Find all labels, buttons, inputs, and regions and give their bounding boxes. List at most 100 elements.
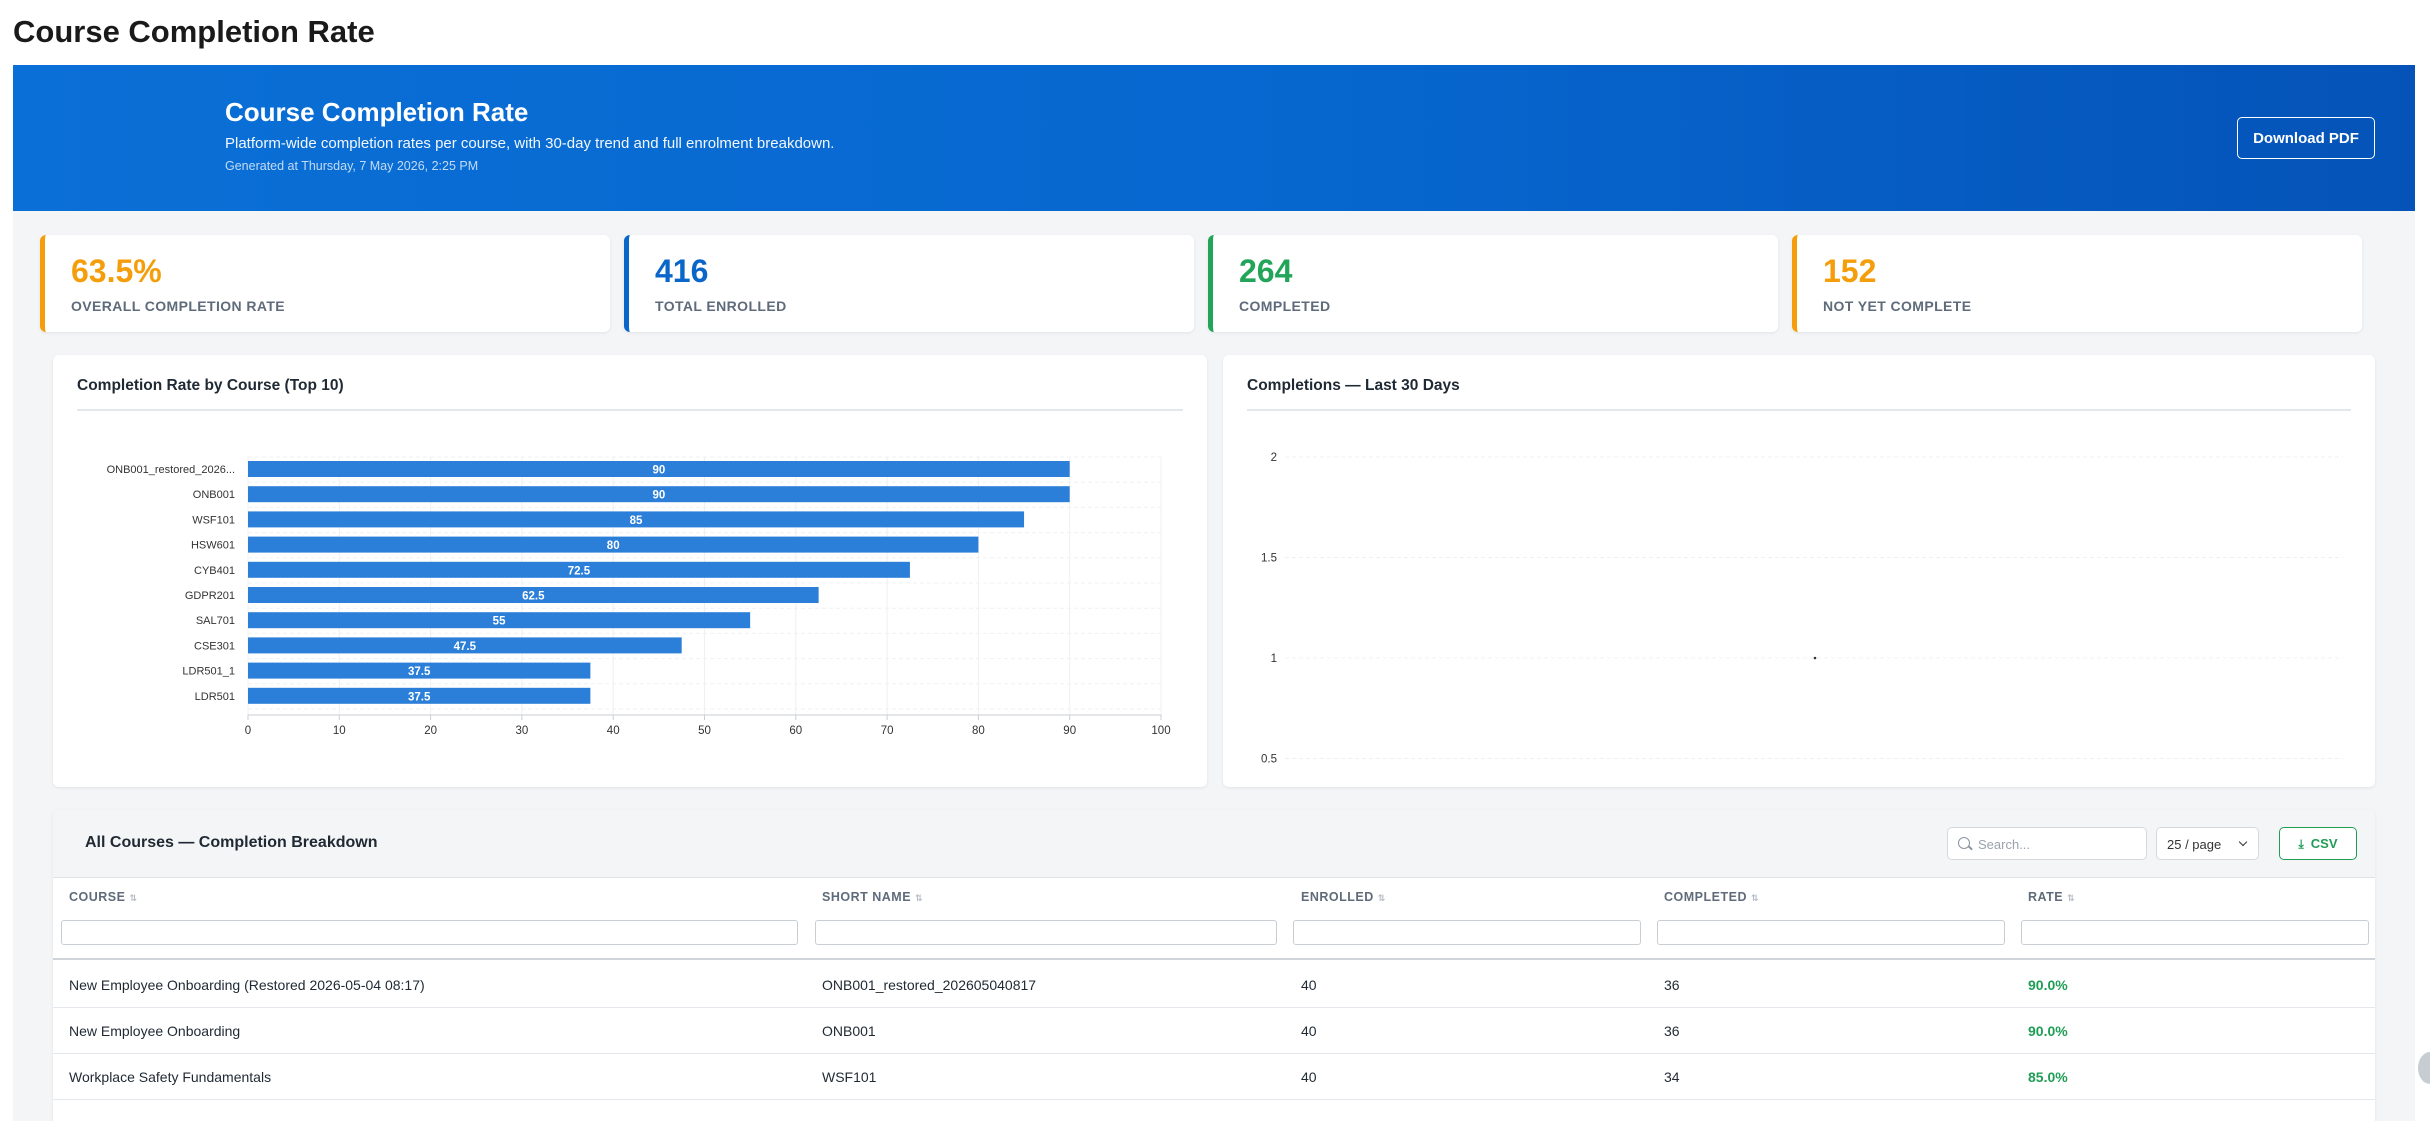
- category-label: ONB001: [193, 489, 235, 501]
- bar: [248, 561, 910, 578]
- data-point: [1813, 656, 1817, 660]
- line-chart: 00.511.5206 Apr07 Apr08 Apr09 Apr: [1261, 452, 2343, 766]
- col-head-completed[interactable]: COMPLETED ⇅: [1664, 890, 1760, 904]
- col-head-short-name[interactable]: SHORT NAME ⇅: [822, 890, 924, 904]
- banner-subtitle: Platform-wide completion rates per cours…: [225, 135, 835, 152]
- data-label: 90: [652, 490, 665, 502]
- per-page-value: 25 / page: [2167, 837, 2222, 852]
- generated-timestamp: Generated at Thursday, 7 May 2026, 2:25 …: [225, 159, 479, 173]
- bar: [248, 637, 682, 654]
- bar-chart-panel: Completion Rate by Course (Top 10) ONB00…: [53, 355, 1207, 787]
- data-label: 72.5: [568, 565, 591, 577]
- x-tick-label: 0: [245, 725, 251, 737]
- data-label: 85: [630, 515, 643, 527]
- line-chart-panel: Completions — Last 30 Days 00.511.5206 A…: [1223, 355, 2375, 787]
- banner-title: Course Completion Rate: [225, 97, 529, 127]
- category-label: ONB001_restored_2026...: [107, 464, 235, 476]
- cell-completed: 34: [1664, 1069, 1680, 1085]
- bar: [248, 536, 979, 553]
- filter-completed-input[interactable]: [1657, 920, 2005, 945]
- category-label: LDR501: [195, 691, 235, 703]
- x-tick-label: 30: [516, 725, 529, 737]
- cell-rate: 85.0%: [2028, 1069, 2068, 1085]
- download-pdf-button[interactable]: Download PDF: [2237, 117, 2375, 159]
- col-head-rate[interactable]: RATE ⇅: [2028, 890, 2076, 904]
- search-input[interactable]: [1978, 835, 2138, 853]
- cell-course: New Employee Onboarding (Restored 2026-0…: [69, 977, 425, 993]
- data-label: 37.5: [408, 666, 431, 678]
- x-tick-label: 50: [698, 725, 711, 737]
- table-row[interactable]: Workplace Safety Fundamentals WSF101 40 …: [53, 1054, 2375, 1100]
- stat-value: 152: [1823, 253, 1877, 289]
- csv-label: CSV: [2310, 835, 2338, 851]
- x-tick-label: 40: [607, 725, 620, 737]
- cell-course: New Employee Onboarding: [69, 1023, 241, 1039]
- data-label: 55: [493, 616, 506, 628]
- category-label: CSE301: [194, 640, 235, 652]
- stat-card-total-enrolled: 416 TOTAL ENROLLED: [624, 235, 1194, 332]
- bar: [248, 687, 591, 704]
- stat-value: 264: [1239, 253, 1293, 289]
- bar: [248, 587, 819, 603]
- category-label: SAL701: [196, 615, 235, 627]
- cell-enrolled: 40: [1301, 1023, 1317, 1039]
- x-tick-label: 10: [333, 725, 346, 737]
- cell-completed: 36: [1664, 977, 1680, 993]
- data-label: 47.5: [454, 641, 477, 653]
- cell-short-name: WSF101: [822, 1069, 877, 1085]
- bar: [248, 486, 1070, 503]
- col-head-course[interactable]: COURSE ⇅: [69, 890, 138, 904]
- y-tick-label: 1: [1271, 653, 1277, 665]
- stat-label: COMPLETED: [1239, 298, 1331, 314]
- cell-enrolled: 40: [1301, 977, 1317, 993]
- stat-value: 416: [655, 253, 709, 289]
- report-content: 63.5% OVERALL COMPLETION RATE 416 TOTAL …: [13, 211, 2415, 1121]
- x-tick-label: 80: [972, 725, 985, 737]
- report-banner: Course Completion Rate Platform-wide com…: [13, 65, 2415, 211]
- stat-label: NOT YET COMPLETE: [1823, 298, 1972, 314]
- download-icon: ⤓: [2298, 836, 2304, 851]
- data-label: 62.5: [522, 591, 545, 603]
- sort-icon: ⇅: [129, 893, 138, 903]
- page-title: Course Completion Rate: [13, 14, 375, 49]
- stat-label: OVERALL COMPLETION RATE: [71, 298, 286, 314]
- filter-short-name-input[interactable]: [815, 920, 1277, 945]
- x-tick-label: 20: [424, 725, 437, 737]
- cell-completed: 36: [1664, 1023, 1680, 1039]
- sort-icon: ⇅: [1377, 893, 1386, 903]
- table-title: All Courses — Completion Breakdown: [85, 834, 378, 851]
- filter-enrolled-input[interactable]: [1293, 920, 1641, 945]
- course-table-panel: All Courses — Completion Breakdown 25 / …: [53, 810, 2375, 1121]
- stat-card-not-complete: 152 NOT YET COMPLETE: [1792, 235, 2362, 332]
- x-tick-label: 100: [1151, 725, 1170, 737]
- sort-icon: ⇅: [2067, 893, 2076, 903]
- filter-row: [53, 908, 2375, 960]
- cell-enrolled: 40: [1301, 1069, 1317, 1085]
- filter-course-input[interactable]: [61, 920, 798, 945]
- cell-short-name: ONB001: [822, 1023, 876, 1039]
- filter-rate-input[interactable]: [2021, 920, 2369, 945]
- table-toolbar: All Courses — Completion Breakdown 25 / …: [53, 810, 2375, 878]
- bar-chart: ONB001_restored_2026... 90 ONB001 90 WSF101 8…: [107, 456, 1171, 737]
- x-tick-label: 60: [789, 725, 802, 737]
- scroll-to-top-button[interactable]: [2418, 1052, 2430, 1084]
- cell-rate: 90.0%: [2028, 977, 2068, 993]
- data-label: 37.5: [408, 691, 431, 703]
- bar: [248, 662, 591, 679]
- table-row[interactable]: New Employee Onboarding ONB001 40 36 90.…: [53, 1008, 2375, 1054]
- csv-export-button[interactable]: ⤓ CSV: [2279, 827, 2357, 860]
- category-label: CYB401: [194, 565, 235, 577]
- stat-value: 63.5%: [71, 253, 162, 289]
- stat-label: TOTAL ENROLLED: [655, 298, 787, 314]
- data-label: 90: [652, 465, 665, 477]
- per-page-select[interactable]: 25 / page: [2156, 827, 2259, 860]
- col-head-enrolled[interactable]: ENROLLED ⇅: [1301, 890, 1386, 904]
- category-label: GDPR201: [185, 590, 235, 602]
- y-tick-label: 2: [1271, 452, 1277, 464]
- line-chart-title: Completions — Last 30 Days: [1247, 377, 2351, 411]
- bar: [248, 612, 751, 629]
- chevron-down-icon: [2238, 837, 2248, 847]
- data-label: 80: [607, 540, 620, 552]
- table-row[interactable]: New Employee Onboarding (Restored 2026-0…: [53, 962, 2375, 1008]
- category-label: HSW601: [191, 540, 235, 552]
